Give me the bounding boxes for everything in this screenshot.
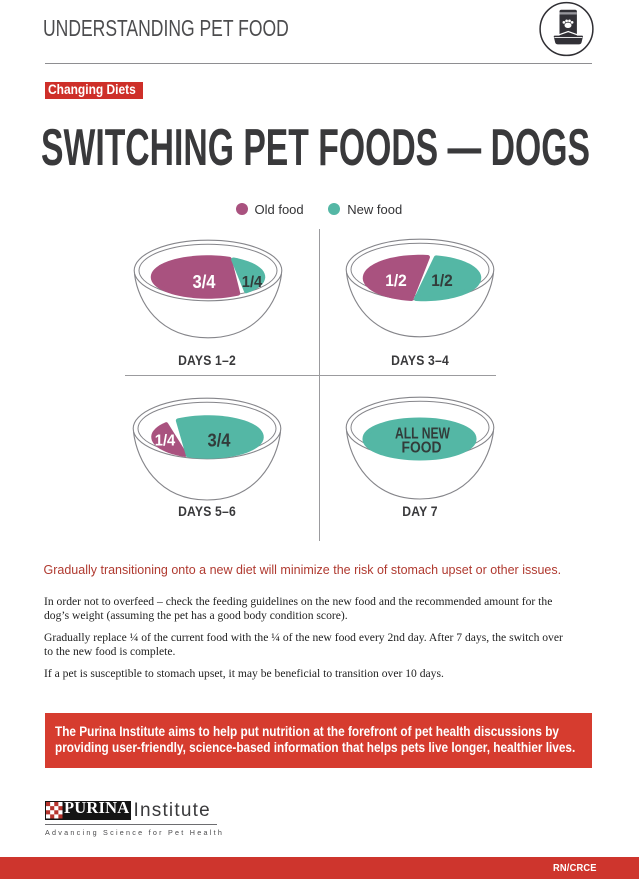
svg-text:1/2: 1/2 <box>385 272 407 290</box>
svg-text:1/4: 1/4 <box>242 274 263 291</box>
svg-text:1/4: 1/4 <box>155 432 176 449</box>
svg-text:ALL NEW: ALL NEW <box>395 426 450 443</box>
svg-text:3/4: 3/4 <box>208 430 231 450</box>
svg-text:1/2: 1/2 <box>431 272 453 290</box>
svg-text:3/4: 3/4 <box>193 272 216 292</box>
svg-text:FOOD: FOOD <box>402 440 442 457</box>
